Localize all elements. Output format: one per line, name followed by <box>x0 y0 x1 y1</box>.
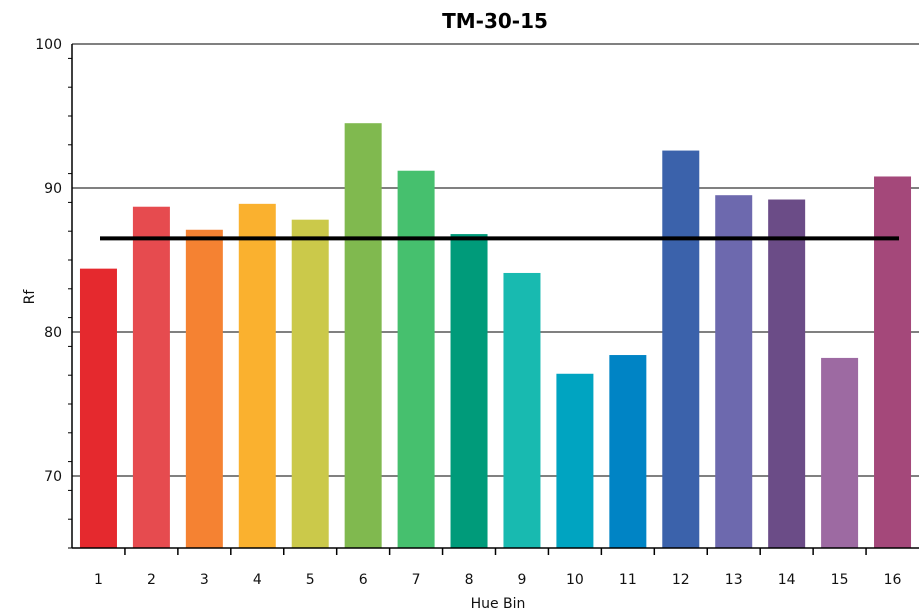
bar-hue-bin-12 <box>662 150 700 548</box>
bar-hue-bin-3 <box>185 229 223 548</box>
x-tick-label-16: 16 <box>884 572 902 588</box>
bar-hue-bin-4 <box>238 203 276 548</box>
x-tick-label-11: 11 <box>619 572 637 588</box>
x-tick-label-3: 3 <box>200 572 209 588</box>
x-tick-label-7: 7 <box>412 572 421 588</box>
x-tick-label-9: 9 <box>518 572 527 588</box>
x-tick-label-13: 13 <box>725 572 743 588</box>
x-tick-label-15: 15 <box>831 572 849 588</box>
axes <box>68 43 919 555</box>
y-tick-label-70: 70 <box>44 469 62 485</box>
bar-hue-bin-11 <box>609 355 647 548</box>
bar-hue-bin-9 <box>503 272 541 548</box>
x-tick-label-6: 6 <box>359 572 368 588</box>
bar-hue-bin-10 <box>556 373 594 548</box>
y-axis-label: Rf <box>22 289 38 305</box>
bar-hue-bin-16 <box>874 176 912 549</box>
x-tick-label-5: 5 <box>306 572 315 588</box>
x-tick-label-4: 4 <box>253 572 262 588</box>
bar-hue-bin-13 <box>715 195 753 548</box>
bar-hue-bin-14 <box>768 199 806 548</box>
x-tick-label-14: 14 <box>778 572 796 588</box>
x-tick-label-8: 8 <box>465 572 474 588</box>
x-axis-label: Hue Bin <box>471 596 526 612</box>
bar-hue-bin-5 <box>291 219 329 548</box>
x-tick-label-1: 1 <box>94 572 103 588</box>
x-tick-label-12: 12 <box>672 572 690 588</box>
bar-hue-bin-6 <box>344 123 382 548</box>
bar-hue-bin-2 <box>132 206 170 548</box>
bar-hue-bin-7 <box>397 170 435 548</box>
bar-hue-bin-8 <box>450 234 488 548</box>
bars <box>79 123 912 549</box>
y-tick-label-80: 80 <box>44 325 62 341</box>
y-tick-label-90: 90 <box>44 181 62 197</box>
y-tick-label-100: 100 <box>35 37 62 53</box>
x-tick-label-2: 2 <box>147 572 156 588</box>
bar-hue-bin-15 <box>821 357 859 548</box>
x-tick-label-10: 10 <box>566 572 584 588</box>
bar-hue-bin-1 <box>79 268 117 548</box>
chart-title: TM-30-15 <box>442 9 548 33</box>
